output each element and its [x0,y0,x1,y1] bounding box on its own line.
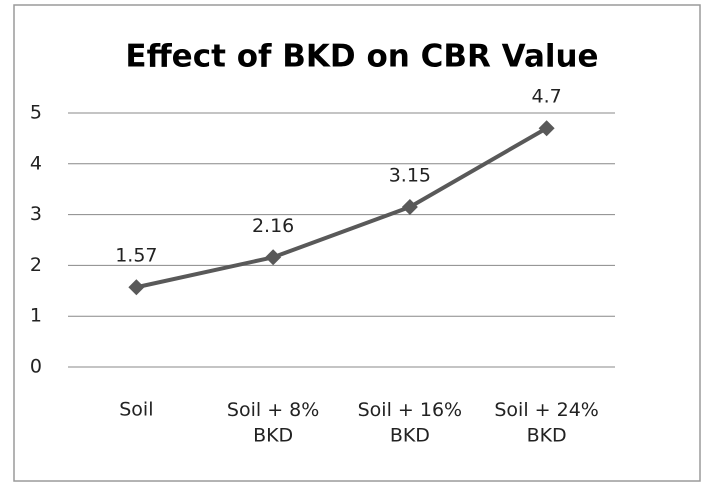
data-label: 2.16 [252,215,294,237]
x-tick-label: Soil + 24% BKD [494,399,598,447]
marker [538,120,555,137]
marker [401,198,418,215]
x-tick-label: Soil + 16% BKD [358,399,462,447]
x-tick-label: Soil [119,399,153,421]
x-tick-label: Soil + 8% BKD [227,399,319,447]
y-tick-label: 5 [30,102,42,124]
y-tick-label: 2 [30,254,42,276]
y-tick-label: 3 [30,203,42,225]
data-label: 1.57 [115,245,157,267]
y-tick-label: 0 [30,356,42,378]
chart-frame [13,4,701,482]
marker [128,279,145,296]
y-tick-label: 4 [30,152,42,174]
data-label: 3.15 [389,164,431,186]
y-tick-label: 1 [30,305,42,327]
chart-title: Effect of BKD on CBR Value [125,39,598,75]
data-label: 4.7 [532,86,562,108]
line [135,126,548,290]
marker [265,249,282,266]
